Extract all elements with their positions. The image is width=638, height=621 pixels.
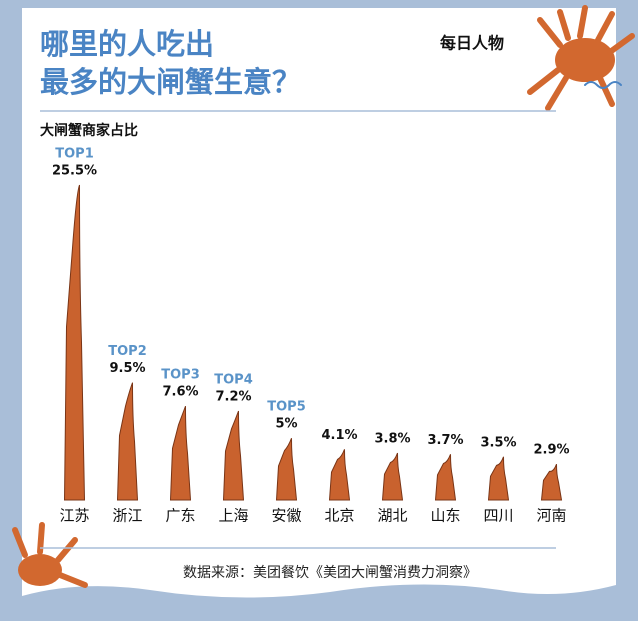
- x-tick-label: 上海: [218, 507, 248, 525]
- value-label: 3.7%: [427, 433, 463, 448]
- bar: [381, 452, 404, 501]
- brand: 每日人物: [440, 34, 504, 53]
- bar: [434, 454, 457, 501]
- value-label: 2.9%: [533, 443, 569, 458]
- crab-decoration: [12, 5, 635, 588]
- x-tick-label: 山东: [430, 507, 460, 525]
- x-tick-label: 浙江: [112, 507, 142, 525]
- value-label: 7.2%: [215, 390, 251, 405]
- x-tick-label: 安徽: [271, 507, 301, 525]
- rank-label: TOP2: [108, 344, 147, 359]
- bar: [222, 410, 245, 501]
- rank-label: TOP3: [161, 368, 200, 383]
- chart-subtitle: 大闸蟹商家占比: [40, 122, 138, 139]
- bar: [328, 449, 351, 501]
- bar: [540, 464, 563, 501]
- rank-label: TOP1: [55, 147, 94, 162]
- x-tick-label: 河南: [536, 507, 566, 525]
- x-tick-label: 广东: [165, 507, 195, 525]
- value-label: 3.8%: [374, 432, 410, 447]
- x-tick-label: 四川: [483, 507, 513, 525]
- source: 数据来源：美团餐饮《美团大闸蟹消费力洞察》: [183, 564, 477, 581]
- rank-label: TOP5: [267, 400, 306, 415]
- chart-title: 哪里的人吃出: [40, 27, 214, 61]
- chart-title: 最多的大闸蟹生意？: [40, 65, 301, 99]
- x-tick-label: 湖北: [377, 507, 407, 525]
- rank-label: TOP4: [214, 373, 253, 388]
- value-label: 25.5%: [52, 164, 97, 179]
- bar: [116, 382, 139, 501]
- value-label: 7.6%: [162, 385, 198, 400]
- x-tick-label: 北京: [324, 507, 354, 525]
- x-tick-label: 江苏: [59, 507, 89, 525]
- bar: [169, 405, 192, 501]
- value-label: 3.5%: [480, 435, 516, 450]
- value-label: 5%: [275, 417, 297, 432]
- bar: [63, 184, 86, 501]
- value-label: 9.5%: [109, 361, 145, 376]
- value-label: 4.1%: [321, 428, 357, 443]
- bar: [275, 438, 298, 501]
- card: [22, 8, 616, 598]
- bar: [487, 456, 510, 501]
